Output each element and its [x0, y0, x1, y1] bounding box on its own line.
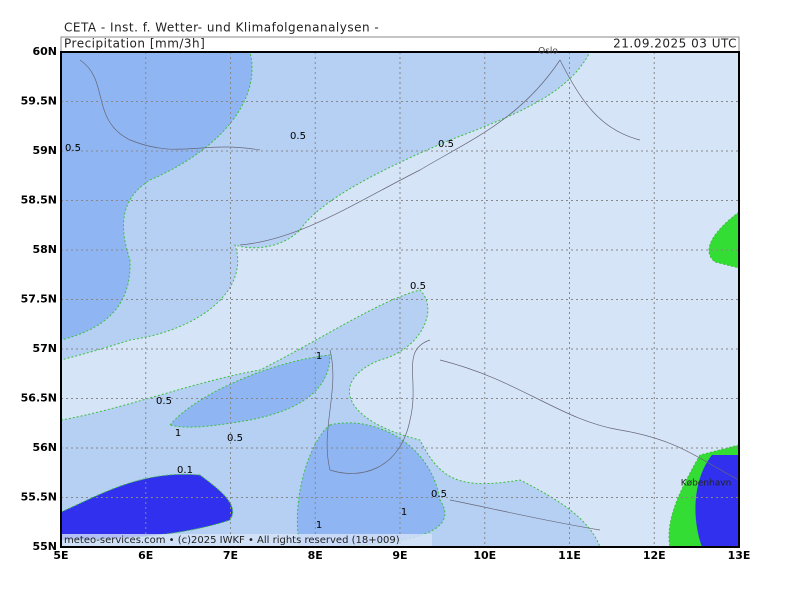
lon-label: 13E	[728, 549, 751, 562]
contour-label: 0.5	[290, 131, 306, 142]
valid-time: 21.09.2025 03 UTC	[613, 37, 737, 51]
contour-label: 0.5	[410, 281, 426, 292]
lat-label: 55N	[32, 540, 57, 553]
lat-label: 55.5N	[21, 491, 57, 504]
contour-label: 0.5	[227, 433, 243, 444]
lat-label: 57.5N	[21, 293, 57, 306]
precip-area	[169, 354, 331, 428]
lon-label: 6E	[138, 549, 153, 562]
lat-label: 56N	[32, 441, 57, 454]
lat-label: 59.5N	[21, 95, 57, 108]
header-title: CETA - Inst. f. Wetter- und Klimafolgena…	[64, 21, 379, 35]
precip-area	[61, 52, 253, 341]
lon-label: 9E	[392, 549, 407, 562]
coastline	[79, 59, 739, 531]
contour-label: 1	[175, 428, 181, 439]
lat-label: 58N	[32, 243, 57, 256]
lat-label: 56.5N	[21, 392, 57, 405]
precip-area	[708, 211, 739, 269]
contour-label: 0.5	[156, 396, 172, 407]
plot-area	[60, 51, 740, 548]
lon-label: 5E	[53, 549, 68, 562]
contour-label: 1	[316, 520, 322, 531]
lon-label: 12E	[643, 549, 666, 562]
lon-label: 7E	[223, 549, 238, 562]
parameter-label: Precipitation [mm/3h]	[64, 37, 205, 51]
plot-frame	[60, 51, 740, 548]
place-label: København	[681, 479, 732, 489]
footer-credit: meteo-services.com • (c)2025 IWKF • All …	[64, 535, 400, 546]
lat-label: 57N	[32, 342, 57, 355]
lon-label: 11E	[558, 549, 581, 562]
lat-label: 59N	[32, 144, 57, 157]
contour-label: 0.5	[65, 143, 81, 154]
lat-label: 60N	[32, 45, 57, 58]
precip-area	[695, 455, 739, 547]
contour-label: 0.5	[431, 489, 447, 500]
lon-label: 10E	[473, 549, 496, 562]
contour-label: 0.1	[177, 465, 193, 476]
contour-label: 0.5	[438, 139, 454, 150]
contour-label: 1	[401, 507, 407, 518]
lon-label: 8E	[308, 549, 323, 562]
precip-area	[296, 422, 446, 547]
contour-label: 1	[316, 351, 322, 362]
place-label: Oslo	[538, 47, 558, 57]
lat-label: 58.5N	[21, 194, 57, 207]
footer-bg	[62, 534, 432, 546]
